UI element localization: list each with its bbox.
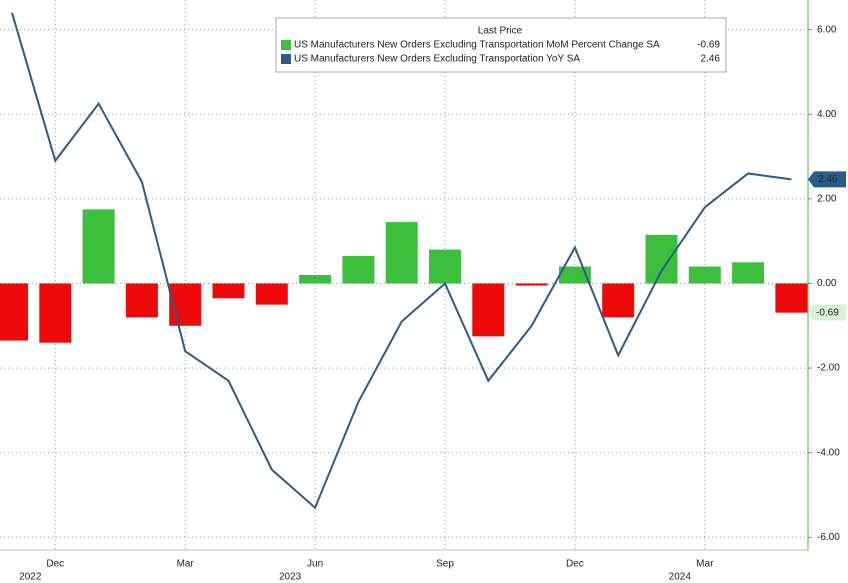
bar [645,234,678,284]
legend: Last Price US Manufacturers New Orders Ex… [275,17,727,73]
legend-swatch [281,54,291,64]
bar [602,283,635,318]
x-year-label: 2024 [669,572,692,583]
y-tick-label: -4.00 [817,447,840,458]
y-tick-label: -6.00 [817,532,840,543]
x-tick-label: Dec [566,559,584,570]
x-year-label: 2022 [19,572,42,583]
bar [472,283,505,337]
y-tick-label: 0.00 [817,278,837,289]
legend-title: Last Price [478,26,523,37]
bar [342,255,375,284]
legend-value: 2.46 [701,54,721,65]
bar [82,209,115,284]
legend-swatch [281,40,291,50]
line [11,12,792,510]
legend-label: US Manufacturers New Orders Excluding Tr… [294,54,580,65]
bar [558,266,591,284]
bar [299,275,332,284]
x-year-label: 2023 [279,572,302,583]
legend-value: -0.69 [697,40,720,51]
last-value-label: 2.46 [818,174,838,185]
x-tick-label: Dec [46,559,64,570]
bar [688,266,721,284]
y-tick-label: 2.00 [817,193,837,204]
y-tick-label: -2.00 [817,363,840,374]
bar [125,283,158,318]
last-value-tag [808,171,846,188]
bar [429,249,461,284]
legend-box [275,17,727,73]
last-value-label: -0.69 [816,307,839,318]
bar [169,283,202,326]
x-tick-label: Mar [177,559,195,570]
x-tick-label: Sep [436,559,454,570]
y-tick-label: 4.00 [817,109,837,120]
bar [0,283,28,341]
y-tick-label: 6.00 [817,24,837,35]
bar [39,283,72,343]
bar [212,283,245,299]
bar [732,262,765,284]
bar [515,283,548,286]
legend-label: US Manufacturers New Orders Excluding Tr… [294,40,660,51]
last-value-tag [808,304,846,321]
x-tick-label: Mar [696,559,714,570]
bar [255,283,288,305]
x-tick-label: Jun [307,559,323,570]
bar [385,222,418,284]
bar [775,283,808,313]
